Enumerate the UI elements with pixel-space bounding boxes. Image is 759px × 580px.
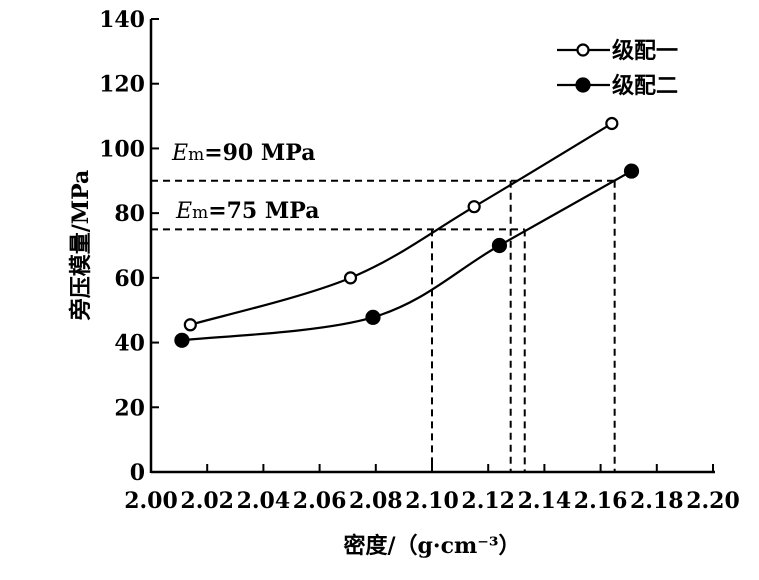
- series-line: [190, 122, 613, 326]
- x-axis-label: 密度/（g·cm⁻³）: [344, 533, 521, 559]
- x-tick-label: 2.04: [237, 488, 291, 514]
- series-line: [181, 170, 633, 342]
- data-point: [365, 309, 381, 325]
- y-tick-label: 80: [114, 201, 145, 227]
- data-point: [183, 318, 197, 332]
- data-point: [343, 271, 358, 285]
- reference-label: Em=75 MPa: [175, 198, 319, 224]
- y-axis-label: 旁压模量/MPa: [68, 170, 94, 322]
- x-tick-label: 2.20: [686, 488, 740, 514]
- x-tick-label: 2.18: [630, 488, 684, 514]
- legend-marker: [576, 43, 590, 57]
- y-tick-label: 0: [130, 460, 145, 486]
- axes: 2.00 2.02 2.04 2.06 2.08 2.10 2.12 2.14 2.16 2.18…: [99, 7, 740, 514]
- y-tick-label: 140: [99, 7, 145, 33]
- y-tick-label: 100: [99, 136, 145, 162]
- y-tick-label: 40: [114, 331, 145, 357]
- x-tick-label: 2.14: [518, 488, 572, 514]
- y-tick-label: 120: [99, 72, 145, 98]
- x-tick-label: 2.00: [124, 488, 178, 514]
- reference-lines: Em=90 MPa Em=75 MPa: [151, 140, 616, 472]
- data-point: [623, 163, 640, 179]
- data-point: [467, 200, 481, 214]
- x-tick-label: 2.06: [293, 488, 347, 514]
- data-point: [174, 332, 190, 348]
- y-tick-label: 60: [114, 266, 145, 292]
- x-tick-label: 2.12: [461, 488, 515, 514]
- x-tick-label: 2.10: [405, 488, 459, 514]
- legend-label: 级配一: [612, 38, 678, 64]
- series: [174, 116, 640, 348]
- reference-label: Em=90 MPa: [171, 140, 315, 166]
- x-tick-label: 2.16: [574, 488, 628, 514]
- legend-label: 级配二: [612, 73, 678, 99]
- data-point: [605, 116, 619, 131]
- y-tick-label: 20: [114, 395, 145, 421]
- x-tick-label: 2.08: [349, 488, 403, 514]
- x-tick-label: 2.02: [180, 488, 234, 514]
- data-point: [491, 237, 508, 254]
- legend-marker: [575, 77, 591, 93]
